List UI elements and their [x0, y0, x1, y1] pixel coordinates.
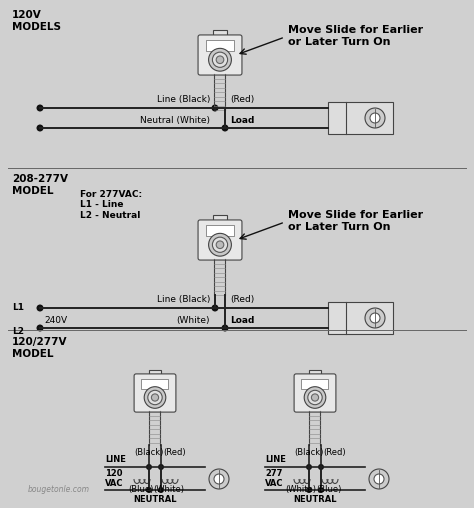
Bar — [213, 215, 227, 222]
Circle shape — [216, 56, 224, 64]
Bar — [149, 370, 161, 376]
FancyBboxPatch shape — [134, 374, 176, 412]
Text: 240V: 240V — [44, 316, 67, 325]
Text: LINE: LINE — [105, 455, 126, 464]
Circle shape — [318, 464, 324, 470]
Text: (White): (White) — [176, 316, 210, 325]
Text: 120V
MODELS: 120V MODELS — [12, 10, 61, 31]
Circle shape — [216, 241, 224, 248]
Text: (Red): (Red) — [323, 448, 346, 457]
Text: 120
VAC: 120 VAC — [105, 469, 124, 488]
Bar — [309, 370, 321, 376]
Text: Move Slide for Earlier
or Later Turn On: Move Slide for Earlier or Later Turn On — [288, 25, 423, 47]
Text: (Red): (Red) — [230, 95, 254, 104]
Text: Load: Load — [230, 116, 255, 125]
Bar — [142, 378, 168, 390]
Circle shape — [148, 390, 162, 405]
FancyBboxPatch shape — [294, 374, 336, 412]
Circle shape — [158, 464, 164, 470]
Circle shape — [221, 325, 228, 332]
Circle shape — [151, 394, 159, 401]
Circle shape — [146, 464, 152, 470]
Text: Load: Load — [230, 316, 255, 325]
Bar — [213, 30, 227, 37]
Text: (Red): (Red) — [230, 295, 254, 304]
Circle shape — [304, 387, 326, 408]
Circle shape — [221, 124, 228, 132]
Bar — [301, 378, 328, 390]
Circle shape — [212, 237, 228, 252]
Circle shape — [370, 113, 380, 123]
Circle shape — [370, 313, 380, 323]
Text: Line (Black): Line (Black) — [156, 295, 210, 304]
Text: Line (Black): Line (Black) — [156, 95, 210, 104]
Bar — [328, 102, 393, 134]
Text: (White): (White) — [154, 485, 184, 494]
Text: NEUTRAL: NEUTRAL — [293, 495, 337, 504]
Circle shape — [36, 124, 44, 132]
Circle shape — [209, 469, 229, 489]
Circle shape — [318, 487, 324, 493]
Circle shape — [36, 304, 44, 311]
Circle shape — [374, 474, 384, 484]
Circle shape — [308, 390, 322, 405]
Circle shape — [365, 108, 385, 128]
Text: LINE: LINE — [265, 455, 286, 464]
Bar — [206, 225, 234, 236]
Text: bougetonle.com: bougetonle.com — [28, 486, 90, 494]
Circle shape — [306, 464, 312, 470]
Circle shape — [36, 105, 44, 111]
Text: Move Slide for Earlier
or Later Turn On: Move Slide for Earlier or Later Turn On — [288, 210, 423, 232]
Circle shape — [369, 469, 389, 489]
Circle shape — [144, 387, 166, 408]
Text: (White): (White) — [285, 485, 317, 494]
Circle shape — [214, 474, 224, 484]
Text: Neutral (White): Neutral (White) — [140, 116, 210, 125]
Circle shape — [311, 394, 319, 401]
Text: (Blue): (Blue) — [316, 485, 342, 494]
Text: (Red): (Red) — [163, 448, 186, 457]
Circle shape — [212, 52, 228, 68]
Text: (Black): (Black) — [134, 448, 164, 457]
Circle shape — [306, 487, 312, 493]
Circle shape — [209, 48, 231, 71]
Circle shape — [146, 487, 152, 493]
Text: 277
VAC: 277 VAC — [265, 469, 283, 488]
Bar — [328, 302, 393, 334]
Text: 120/277V
MODEL: 120/277V MODEL — [12, 337, 67, 359]
Circle shape — [211, 304, 219, 311]
Text: L2: L2 — [12, 328, 24, 336]
FancyBboxPatch shape — [198, 220, 242, 260]
Text: (Black): (Black) — [294, 448, 324, 457]
Circle shape — [158, 487, 164, 493]
Text: L1: L1 — [12, 303, 24, 312]
Bar — [206, 40, 234, 51]
Text: (Blue): (Blue) — [128, 485, 154, 494]
Text: For 277VAC:
L1 - Line
L2 - Neutral: For 277VAC: L1 - Line L2 - Neutral — [80, 190, 142, 220]
FancyBboxPatch shape — [198, 35, 242, 75]
Circle shape — [36, 325, 44, 332]
Circle shape — [209, 233, 231, 256]
Text: 208-277V
MODEL: 208-277V MODEL — [12, 174, 68, 196]
Circle shape — [211, 105, 219, 111]
Circle shape — [365, 308, 385, 328]
Text: NEUTRAL: NEUTRAL — [133, 495, 177, 504]
